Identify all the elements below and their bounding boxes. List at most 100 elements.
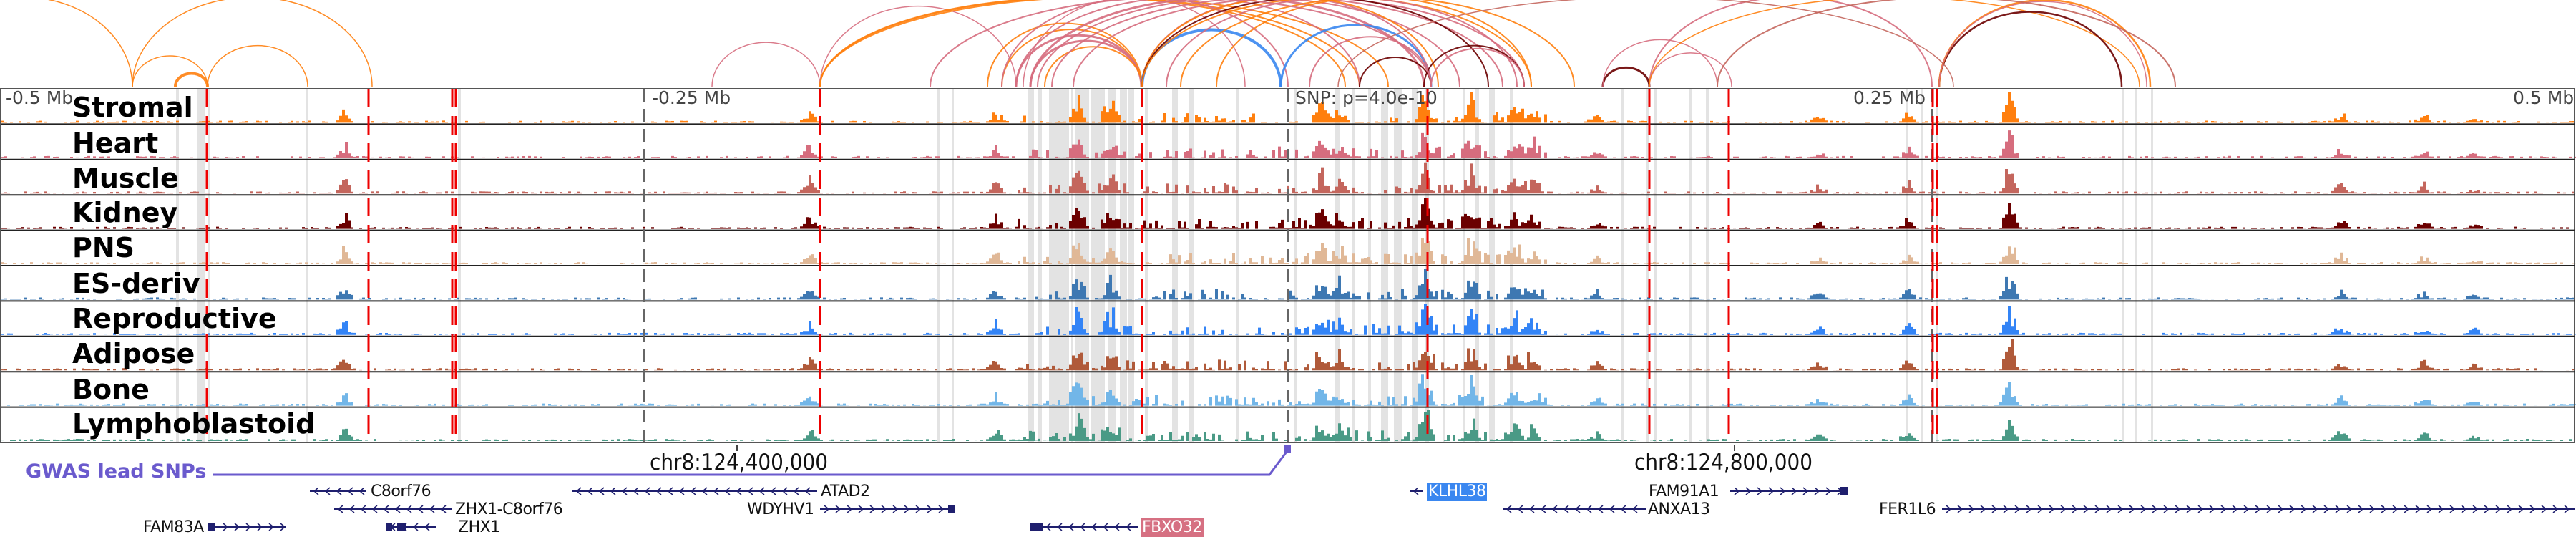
strand-arrow-right-icon — [2415, 505, 2421, 513]
strand-arrow-left-icon — [1091, 523, 1097, 531]
strand-arrow-right-icon — [2323, 505, 2330, 513]
strand-arrow-right-icon — [2438, 505, 2444, 513]
strand-arrow-right-icon — [2175, 505, 2181, 513]
strand-arrow-right-icon — [2266, 505, 2273, 513]
strand-arrow-left-icon — [678, 487, 685, 495]
strand-arrow-left-icon — [1413, 487, 1419, 495]
strand-arrow-right-icon — [2232, 505, 2238, 513]
loop-arc — [1430, 47, 1525, 87]
track-frames — [0, 88, 2575, 443]
strand-arrow-left-icon — [336, 487, 342, 495]
snp-lines — [205, 89, 1938, 442]
strand-arrow-right-icon — [1946, 505, 1952, 513]
gene-label-fam83a[interactable]: FAM83A — [143, 518, 204, 536]
strand-arrow-left-icon — [575, 487, 582, 495]
gene-label-wdyhv1[interactable]: WDYHV1 — [747, 500, 814, 518]
loop-arc — [1051, 0, 1503, 87]
exon-block — [397, 523, 406, 531]
strand-arrow-right-icon — [2014, 505, 2021, 513]
strand-arrow-right-icon — [2083, 505, 2089, 513]
exon-block — [1840, 487, 1848, 495]
loop-arc — [1141, 0, 1439, 87]
strand-arrow-right-icon — [2461, 505, 2467, 513]
loop-arc — [47, 0, 133, 87]
strand-arrow-left-icon — [758, 487, 765, 495]
strand-arrow-right-icon — [1791, 487, 1797, 495]
gene-label-anxa13[interactable]: ANXA13 — [1648, 500, 1710, 518]
strand-arrow-right-icon — [2003, 505, 2009, 513]
loop-arcs — [47, 0, 2176, 87]
strand-arrow-right-icon — [2289, 505, 2296, 513]
strand-arrow-left-icon — [424, 523, 430, 531]
strand-arrow-right-icon — [1968, 505, 1975, 513]
strand-arrow-left-icon — [724, 487, 731, 495]
strand-arrow-right-icon — [2381, 505, 2387, 513]
strand-arrow-right-icon — [2392, 505, 2399, 513]
strand-arrow-right-icon — [234, 523, 240, 531]
strand-arrow-left-icon — [736, 487, 742, 495]
strand-arrow-left-icon — [747, 487, 753, 495]
loop-arc — [1649, 52, 1732, 87]
strand-arrow-left-icon — [1068, 523, 1074, 531]
strand-arrow-right-icon — [2312, 505, 2318, 513]
exon-block — [1030, 523, 1043, 531]
loop-arc — [1015, 0, 1360, 87]
strand-arrow-right-icon — [280, 523, 286, 531]
signal-muscle — [1, 162, 2576, 194]
strand-arrow-left-icon — [1574, 505, 1581, 513]
strand-arrow-right-icon — [2369, 505, 2376, 513]
exon-block — [208, 523, 215, 531]
coord-label-right: chr8:124,800,000 — [1634, 450, 1813, 475]
scale-center-snp: SNP: p=4.0e-10 — [1295, 87, 1438, 108]
strand-arrow-left-icon — [655, 487, 662, 495]
strand-arrow-right-icon — [2049, 505, 2055, 513]
strand-arrow-right-icon — [2220, 505, 2227, 513]
strand-arrow-left-icon — [313, 487, 319, 495]
loop-arc — [1649, 0, 1933, 87]
strand-arrow-right-icon — [2152, 505, 2158, 513]
strand-arrow-right-icon — [1814, 487, 1820, 495]
strand-arrow-right-icon — [2507, 505, 2513, 513]
strand-arrow-left-icon — [701, 487, 708, 495]
track-label-stromal: Stromal — [72, 92, 193, 123]
strand-arrow-right-icon — [2186, 505, 2192, 513]
strand-arrow-left-icon — [587, 487, 593, 495]
strand-arrow-right-icon — [2518, 505, 2524, 513]
strand-arrow-right-icon — [835, 505, 841, 513]
strand-arrow-left-icon — [1609, 505, 1615, 513]
strand-arrow-right-icon — [1734, 487, 1740, 495]
strand-arrow-left-icon — [1563, 505, 1569, 513]
gene-label-fbxo32[interactable]: FBXO32 — [1141, 518, 1204, 537]
strand-arrow-right-icon — [2426, 505, 2433, 513]
loop-arc — [1216, 0, 1532, 87]
track-label-muscle: Muscle — [72, 163, 179, 194]
loop-arc — [1001, 0, 1289, 87]
strand-arrow-left-icon — [1517, 505, 1523, 513]
loop-arc — [711, 42, 821, 87]
strand-arrow-right-icon — [915, 505, 922, 513]
strand-arrow-right-icon — [904, 505, 910, 513]
gene-label-atad2[interactable]: ATAD2 — [821, 483, 870, 500]
gene-label-fam91a1[interactable]: FAM91A1 — [1649, 483, 1719, 500]
strand-arrow-right-icon — [2163, 505, 2170, 513]
strand-arrow-left-icon — [1113, 523, 1120, 531]
gene-label-c8orf76[interactable]: C8orf76 — [371, 483, 431, 500]
loop-arc — [987, 22, 1143, 87]
strand-arrow-left-icon — [337, 505, 343, 513]
track-label-reproductive: Reproductive — [72, 303, 277, 334]
gene-label-fer1l6[interactable]: FER1L6 — [1879, 500, 1936, 518]
strand-arrow-right-icon — [2472, 505, 2479, 513]
strand-arrow-left-icon — [598, 487, 605, 495]
strand-arrow-left-icon — [347, 487, 353, 495]
loop-arc — [1037, 0, 1460, 87]
loop-arc — [1073, 0, 1525, 87]
gene-label-zhx1[interactable]: ZHX1 — [458, 518, 500, 536]
strand-arrow-right-icon — [1802, 487, 1809, 495]
gene-label-zhx1-c8orf76[interactable]: ZHX1-C8orf76 — [455, 500, 563, 518]
gene-label-klhl38[interactable]: KLHL38 — [1427, 483, 1488, 501]
strand-arrow-right-icon — [2346, 505, 2353, 513]
strand-arrow-right-icon — [2541, 505, 2547, 513]
strand-arrow-right-icon — [869, 505, 876, 513]
strand-arrow-left-icon — [793, 487, 799, 495]
